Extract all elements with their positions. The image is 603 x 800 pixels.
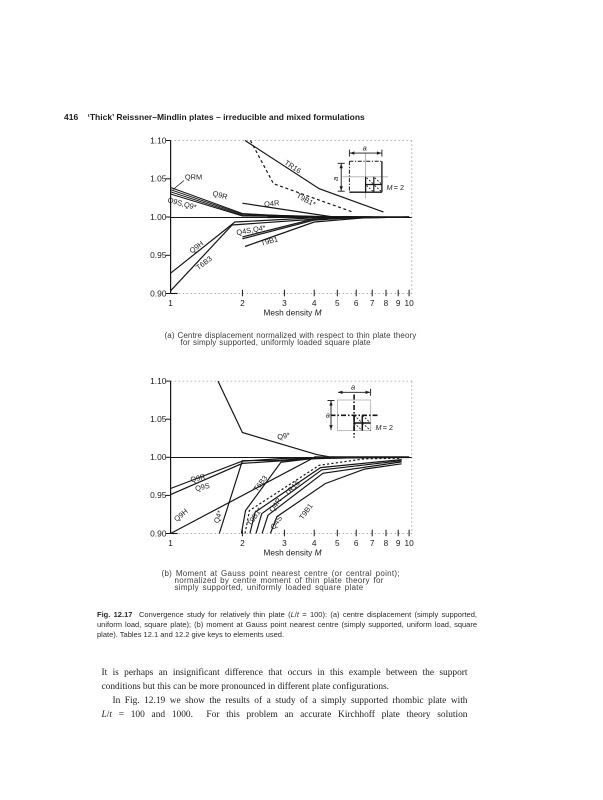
svg-text:3: 3 [282, 538, 287, 548]
svg-text:1.05: 1.05 [150, 414, 167, 424]
svg-text:7: 7 [370, 538, 375, 548]
svg-text:Q9H: Q9H [172, 507, 189, 524]
svg-text:Mesh density M: Mesh density M [263, 308, 321, 318]
svg-text:0.90: 0.90 [150, 528, 167, 538]
svg-text:T9B1: T9B1 [260, 234, 279, 247]
svg-text:0.95: 0.95 [150, 490, 167, 500]
svg-text:1.00: 1.00 [150, 212, 167, 222]
svg-text:4: 4 [312, 298, 317, 308]
svg-text:9: 9 [396, 298, 401, 308]
svg-text:1.05: 1.05 [150, 174, 167, 184]
svg-text:1.10: 1.10 [150, 376, 167, 386]
svg-text:6: 6 [354, 298, 359, 308]
svg-text:Q4*: Q4* [212, 509, 225, 524]
svg-text:M: M [387, 183, 393, 192]
svg-text:1: 1 [168, 298, 173, 308]
svg-text:a: a [326, 410, 330, 419]
svg-text:a: a [363, 143, 367, 152]
svg-text:a: a [331, 177, 340, 181]
svg-text:3: 3 [282, 298, 287, 308]
svg-text:10: 10 [404, 538, 414, 548]
svg-text:Q4S: Q4S [268, 514, 284, 531]
svg-text:Q9*: Q9* [277, 430, 291, 441]
svg-text:0.90: 0.90 [150, 288, 167, 298]
svg-text:6: 6 [354, 538, 359, 548]
svg-text:1.10: 1.10 [150, 135, 167, 145]
svg-text:9: 9 [396, 538, 401, 548]
svg-text:TR16: TR16 [283, 158, 303, 175]
svg-text:5: 5 [335, 538, 340, 548]
svg-text:1: 1 [168, 538, 173, 548]
svg-text:T9B1*: T9B1* [295, 191, 317, 209]
svg-text:7: 7 [370, 298, 375, 308]
svg-text:Mesh density M: Mesh density M [263, 548, 321, 558]
svg-text:8: 8 [384, 298, 389, 308]
svg-text:QRM: QRM [185, 173, 202, 182]
svg-text:4: 4 [312, 538, 317, 548]
svg-text:5: 5 [335, 298, 340, 308]
svg-text:Q9S: Q9S [194, 481, 211, 493]
svg-text:Q9R: Q9R [212, 189, 229, 202]
svg-text:T9B1: T9B1 [297, 502, 315, 522]
svg-text:8: 8 [384, 538, 389, 548]
svg-text:TR16: TR16 [283, 479, 302, 498]
svg-text:Q9R: Q9R [189, 472, 206, 484]
svg-text:Q4R: Q4R [264, 198, 280, 209]
svg-text:T6B3: T6B3 [194, 254, 214, 272]
svg-text:= 2: = 2 [394, 183, 404, 192]
svg-text:1.00: 1.00 [150, 452, 167, 462]
svg-text:2: 2 [240, 298, 245, 308]
svg-text:T6B3: T6B3 [251, 474, 269, 493]
svg-text:= 2: = 2 [383, 423, 393, 432]
svg-text:10: 10 [404, 298, 414, 308]
svg-text:2: 2 [240, 538, 245, 548]
svg-text:a: a [351, 383, 355, 392]
svg-text:0.95: 0.95 [150, 250, 167, 260]
svg-text:M: M [376, 423, 382, 432]
